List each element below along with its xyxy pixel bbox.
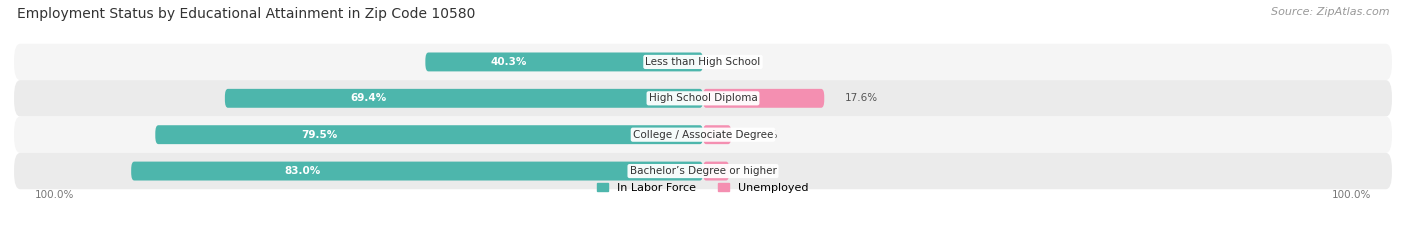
Text: Employment Status by Educational Attainment in Zip Code 10580: Employment Status by Educational Attainm… [17, 7, 475, 21]
FancyBboxPatch shape [14, 44, 1392, 80]
Text: 83.0%: 83.0% [284, 166, 321, 176]
Text: Source: ZipAtlas.com: Source: ZipAtlas.com [1271, 7, 1389, 17]
FancyBboxPatch shape [225, 89, 703, 108]
FancyBboxPatch shape [155, 125, 703, 144]
Text: Less than High School: Less than High School [645, 57, 761, 67]
Text: 100.0%: 100.0% [35, 190, 75, 200]
Text: 17.6%: 17.6% [845, 93, 877, 103]
Text: 79.5%: 79.5% [301, 130, 337, 140]
Text: 0.0%: 0.0% [724, 57, 749, 67]
Text: College / Associate Degree: College / Associate Degree [633, 130, 773, 140]
Legend: In Labor Force, Unemployed: In Labor Force, Unemployed [598, 183, 808, 193]
FancyBboxPatch shape [14, 80, 1392, 116]
FancyBboxPatch shape [703, 162, 730, 181]
FancyBboxPatch shape [14, 116, 1392, 153]
Text: 69.4%: 69.4% [350, 93, 387, 103]
FancyBboxPatch shape [131, 162, 703, 181]
Text: Bachelor’s Degree or higher: Bachelor’s Degree or higher [630, 166, 776, 176]
FancyBboxPatch shape [14, 153, 1392, 189]
Text: 4.1%: 4.1% [752, 130, 779, 140]
Text: High School Diploma: High School Diploma [648, 93, 758, 103]
Text: 3.8%: 3.8% [749, 166, 776, 176]
FancyBboxPatch shape [426, 52, 703, 71]
FancyBboxPatch shape [703, 89, 824, 108]
Text: 40.3%: 40.3% [491, 57, 527, 67]
FancyBboxPatch shape [703, 125, 731, 144]
Text: 100.0%: 100.0% [1331, 190, 1371, 200]
